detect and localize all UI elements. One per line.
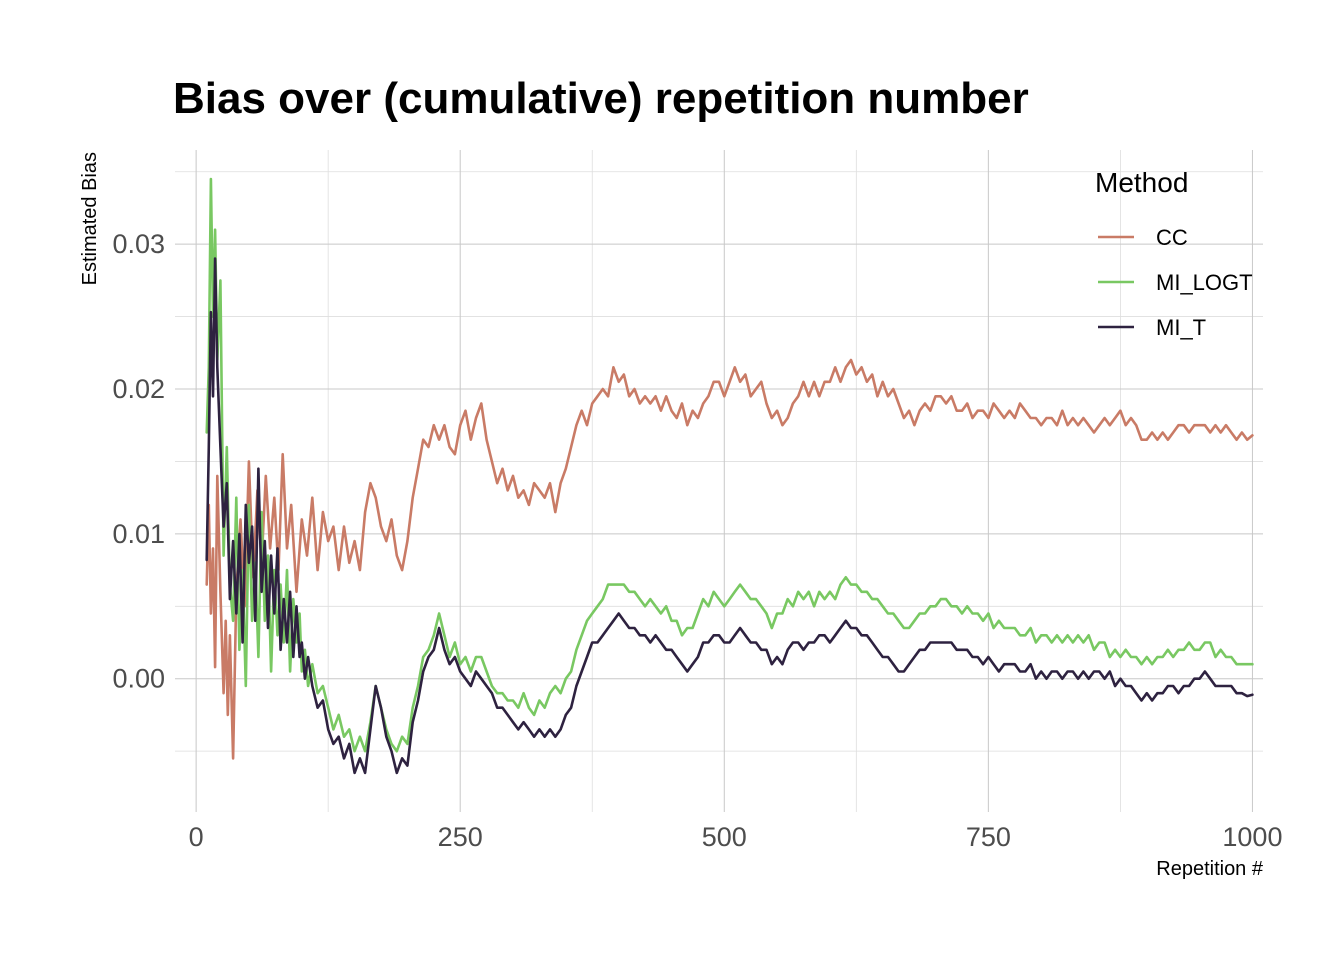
chart-title: Bias over (cumulative) repetition number — [173, 74, 1029, 123]
legend-label-mi-t: MI_T — [1156, 315, 1206, 340]
legend-items: CC MI_LOGT MI_T — [1098, 225, 1253, 340]
grid — [175, 150, 1263, 812]
legend-title: Method — [1095, 167, 1188, 198]
y-tick-label: 0.01 — [112, 519, 165, 549]
legend-label-mi-logt: MI_LOGT — [1156, 270, 1253, 295]
legend: Method CC MI_LOGT MI_T — [1095, 167, 1253, 340]
series-lines — [205, 177, 1254, 775]
x-tick-label: 0 — [189, 822, 204, 852]
x-tick-label: 750 — [966, 822, 1011, 852]
x-axis-ticks: 0 250 500 750 1000 — [189, 822, 1283, 852]
series-line-mi-logt — [205, 177, 1254, 753]
series-line-mi-t — [205, 257, 1254, 775]
y-axis-label: Estimated Bias — [79, 152, 101, 285]
y-tick-label: 0.02 — [112, 374, 165, 404]
y-axis-ticks: 0.00 0.01 0.02 0.03 — [112, 229, 165, 694]
y-tick-label: 0.00 — [112, 664, 165, 694]
x-tick-label: 1000 — [1222, 822, 1282, 852]
x-tick-label: 250 — [438, 822, 483, 852]
series-line-cc — [205, 358, 1254, 760]
x-tick-label: 500 — [702, 822, 747, 852]
legend-label-cc: CC — [1156, 225, 1188, 250]
y-tick-label: 0.03 — [112, 229, 165, 259]
x-axis-label: Repetition # — [1156, 858, 1264, 880]
